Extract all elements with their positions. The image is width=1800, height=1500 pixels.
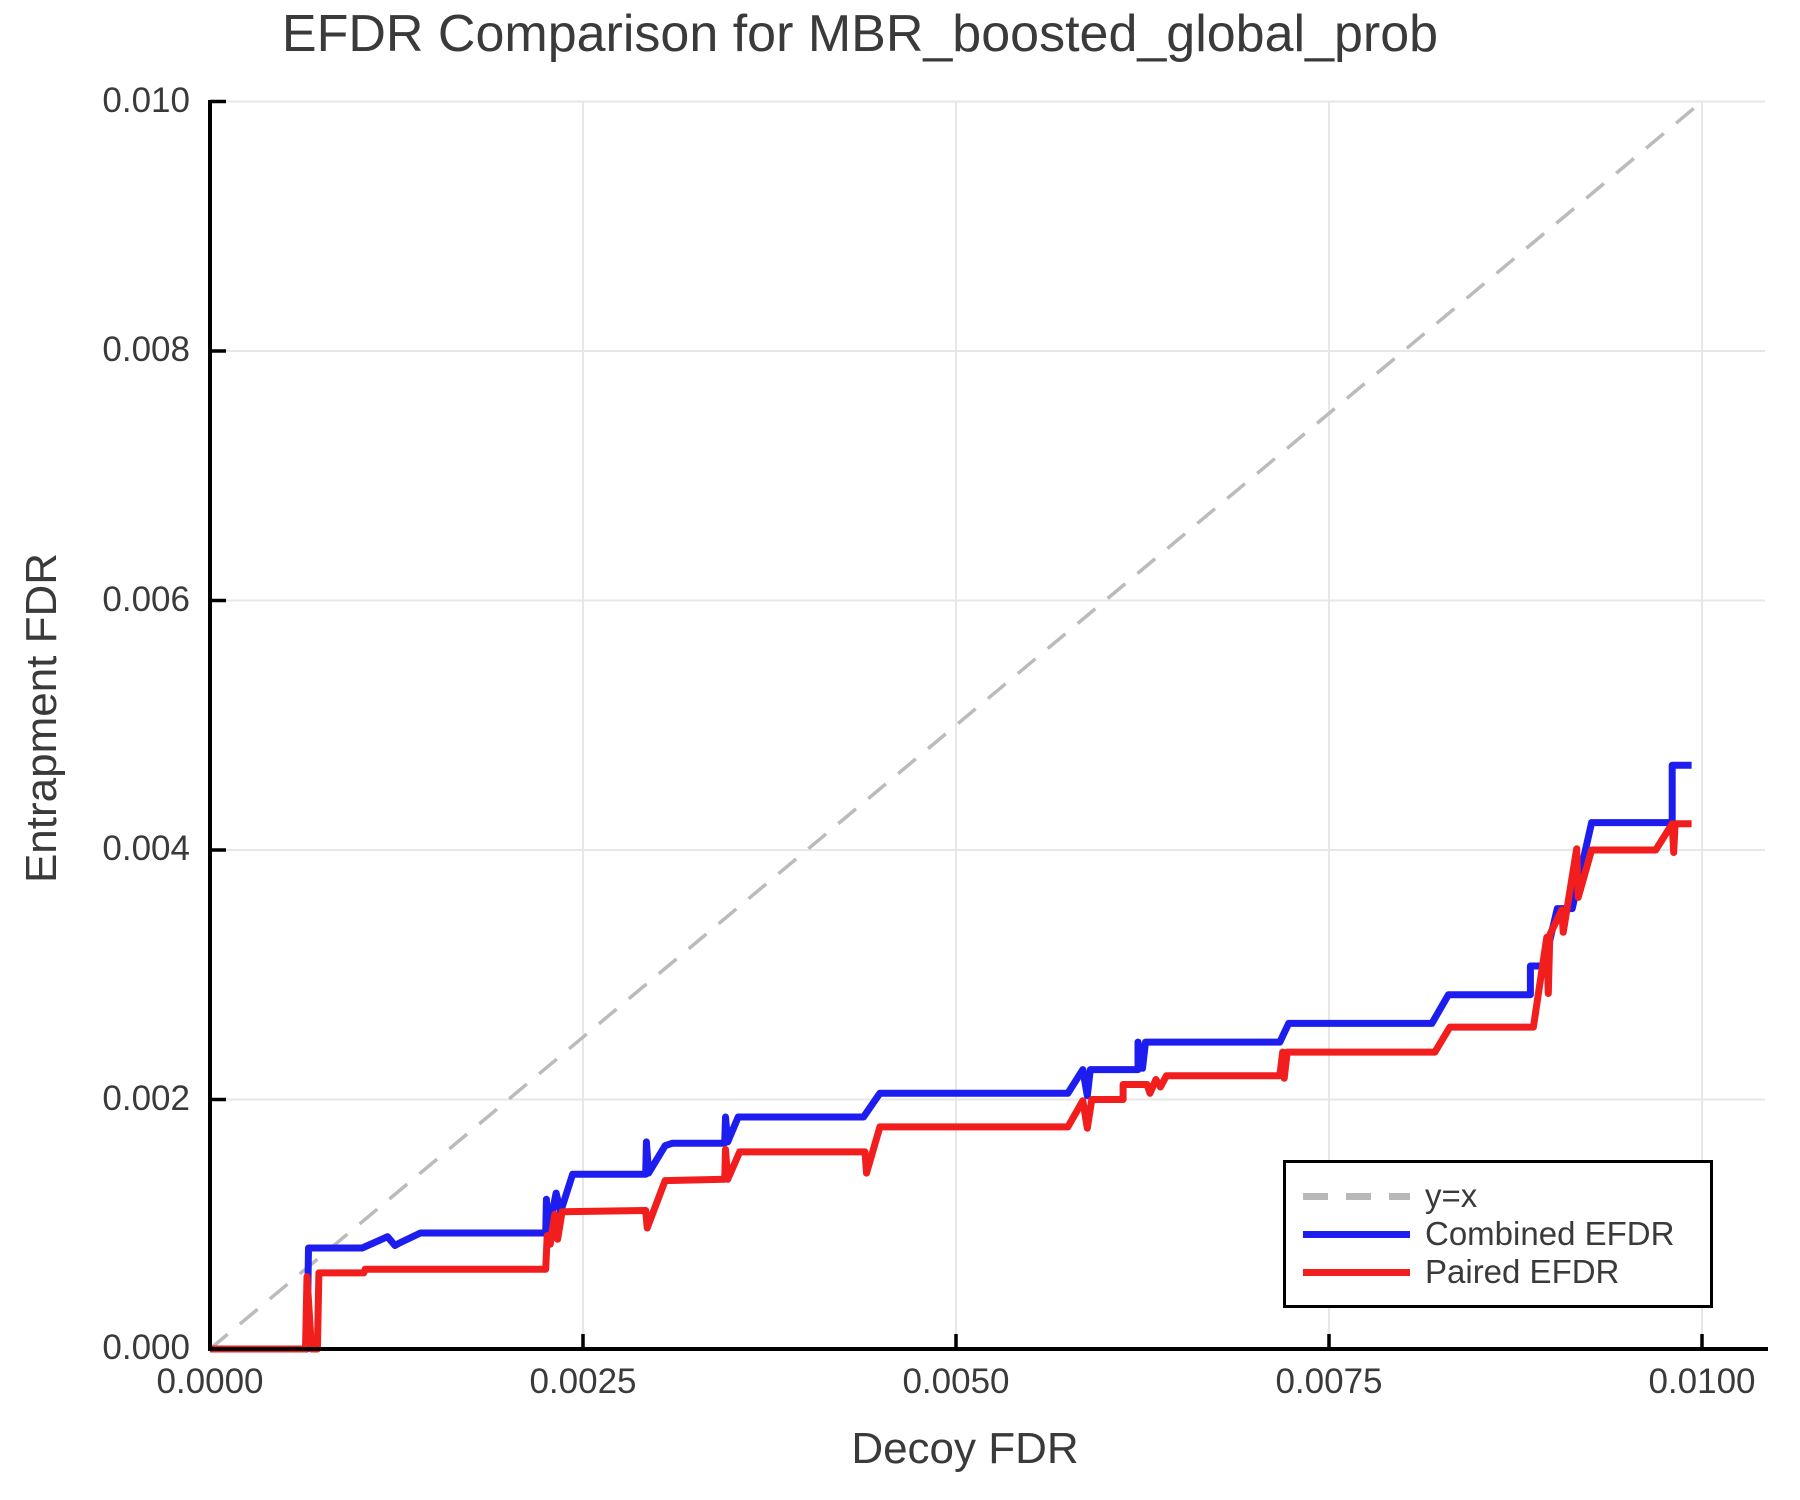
x-tick-label: 0.0000 (156, 1362, 264, 1401)
x-tick-label: 0.0075 (1275, 1362, 1383, 1401)
x-axis-label: Decoy FDR (851, 1424, 1079, 1473)
legend-item-yx: y=x (1303, 1177, 1710, 1215)
legend: y=x Combined EFDR Paired EFDR (1283, 1160, 1713, 1308)
paired-efdr-line-sample (1303, 1268, 1410, 1276)
y-tick-label: 0.008 (102, 330, 190, 369)
y-tick-label: 0.004 (102, 829, 190, 868)
legend-item-paired-efdr: Paired EFDR (1303, 1253, 1710, 1291)
legend-label: Combined EFDR (1425, 1215, 1675, 1252)
legend-label: Paired EFDR (1425, 1253, 1620, 1290)
series-combined-efdr (210, 761, 1692, 1353)
x-tick-label: 0.0100 (1648, 1362, 1756, 1401)
y-tick-label: 0.000 (102, 1328, 190, 1367)
legend-item-combined-efdr: Combined EFDR (1303, 1215, 1710, 1253)
chart-title: EFDR Comparison for MBR_boosted_global_p… (281, 5, 1439, 63)
series-y-x (208, 100, 1704, 1351)
y-tick-label: 0.002 (102, 1078, 190, 1118)
legend-label: y=x (1425, 1177, 1478, 1214)
y-tick-label: 0.010 (102, 80, 190, 120)
combined-efdr-line-sample (1303, 1230, 1410, 1238)
x-tick-label: 0.0025 (529, 1362, 637, 1401)
y-tick-label: 0.006 (102, 579, 190, 619)
yx-dashed-line-sample (1303, 1192, 1410, 1200)
x-tick-label: 0.0050 (902, 1362, 1010, 1401)
series-paired-efdr (210, 820, 1692, 1353)
